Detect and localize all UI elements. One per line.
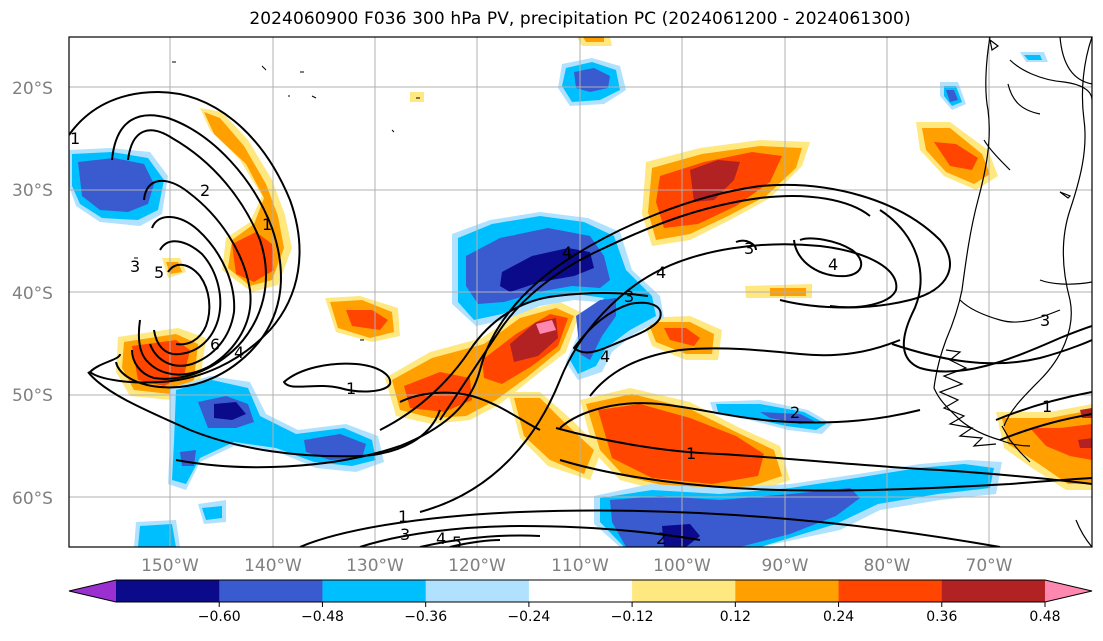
lat-label: 20°S <box>12 79 53 99</box>
contour-label: 1 <box>686 444 696 463</box>
contour-label: 5 <box>154 263 164 282</box>
map-frame <box>68 36 1093 548</box>
contour-label: 2 <box>790 403 800 422</box>
contour-label: 4 <box>600 347 610 366</box>
contour-label: 3 <box>1040 311 1050 330</box>
colorbar-segment <box>632 580 736 602</box>
lon-label: 140°W <box>244 556 302 576</box>
contour-label: 1 <box>1042 397 1052 416</box>
contour-label: 3 <box>130 257 140 276</box>
contour-label: 6 <box>210 335 220 354</box>
map-content: 1 2 1 3 5 6 4 1 4 4 3 4 3 4 2 1 1 1 3 4 … <box>69 37 1092 552</box>
contour-label: 4 <box>828 255 838 274</box>
lon-label: 70°W <box>966 556 1013 576</box>
colorbar-segment <box>735 580 840 602</box>
lat-label: 40°S <box>12 284 53 304</box>
precip-shading-navy <box>214 248 700 547</box>
lat-label: 50°S <box>12 386 53 406</box>
latitude-labels: 20°S 30°S 40°S 50°S 60°S <box>12 79 53 509</box>
contour-label: 1 <box>70 129 80 148</box>
lon-label: 130°W <box>346 556 404 576</box>
contour-labels: 1 2 1 3 5 6 4 1 4 4 3 4 3 4 2 1 1 1 3 4 … <box>70 129 1052 552</box>
colorbar-tick-label: 0.12 <box>720 609 751 625</box>
colorbar-tick-label: −0.36 <box>404 609 447 625</box>
colorbar-segment <box>528 580 633 602</box>
colorbar-segment <box>116 580 220 602</box>
contour-label: 1 <box>346 379 356 398</box>
map-gridlines <box>69 37 1092 547</box>
contour-label: 5 <box>452 533 462 552</box>
colorbar-segment <box>425 580 530 602</box>
colorbar-tick-label: 0.36 <box>926 609 957 625</box>
lon-label: 150°W <box>141 556 199 576</box>
colorbar-segment <box>941 580 1046 602</box>
colorbar-extend-high <box>1045 580 1092 602</box>
map-title: 2024060900 F036 300 hPa PV, precipitatio… <box>249 9 911 29</box>
colorbar-tick-label: −0.60 <box>198 609 241 625</box>
lon-label: 110°W <box>551 556 609 576</box>
colorbar-tick-label: −0.24 <box>507 609 550 625</box>
contour-label: 1 <box>262 215 272 234</box>
contour-label: 3 <box>400 525 410 544</box>
lon-label: 120°W <box>448 556 506 576</box>
colorbar-segment <box>219 580 323 602</box>
lat-label: 30°S <box>12 181 53 201</box>
longitude-labels: 150°W 140°W 130°W 120°W 110°W 100°W 90°W… <box>141 556 1013 576</box>
lon-label: 100°W <box>653 556 711 576</box>
contour-label: 4 <box>656 263 666 282</box>
coastlines <box>933 37 1092 547</box>
colorbar-segment <box>838 580 943 602</box>
contour-label: 2 <box>656 529 666 548</box>
colorbar-tick-label: −0.48 <box>301 609 344 625</box>
contour-label: 4 <box>436 529 446 548</box>
colorbar-tick-label: −0.12 <box>611 609 654 625</box>
islands <box>134 61 420 341</box>
contour-label: 3 <box>624 287 634 306</box>
colorbar-tick-label: 0.24 <box>823 609 854 625</box>
contour-label: 4 <box>562 243 572 262</box>
colorbar-tick-label: 0.48 <box>1029 609 1060 625</box>
contour-label: 3 <box>744 239 754 258</box>
lon-label: 80°W <box>864 556 911 576</box>
colorbar: −0.60 −0.48 −0.36 −0.24 −0.12 0.12 0.24 0.36 0.4… <box>68 579 1093 625</box>
colorbar-extend-low <box>69 580 116 602</box>
contour-label: 1 <box>398 507 408 526</box>
contour-label: 4 <box>234 343 244 362</box>
pv-contours <box>69 91 1092 547</box>
lon-label: 90°W <box>762 556 809 576</box>
colorbar-segment <box>322 580 427 602</box>
lat-label: 60°S <box>12 489 53 509</box>
contour-label: 2 <box>200 181 210 200</box>
precip-shading-pink <box>536 320 556 334</box>
